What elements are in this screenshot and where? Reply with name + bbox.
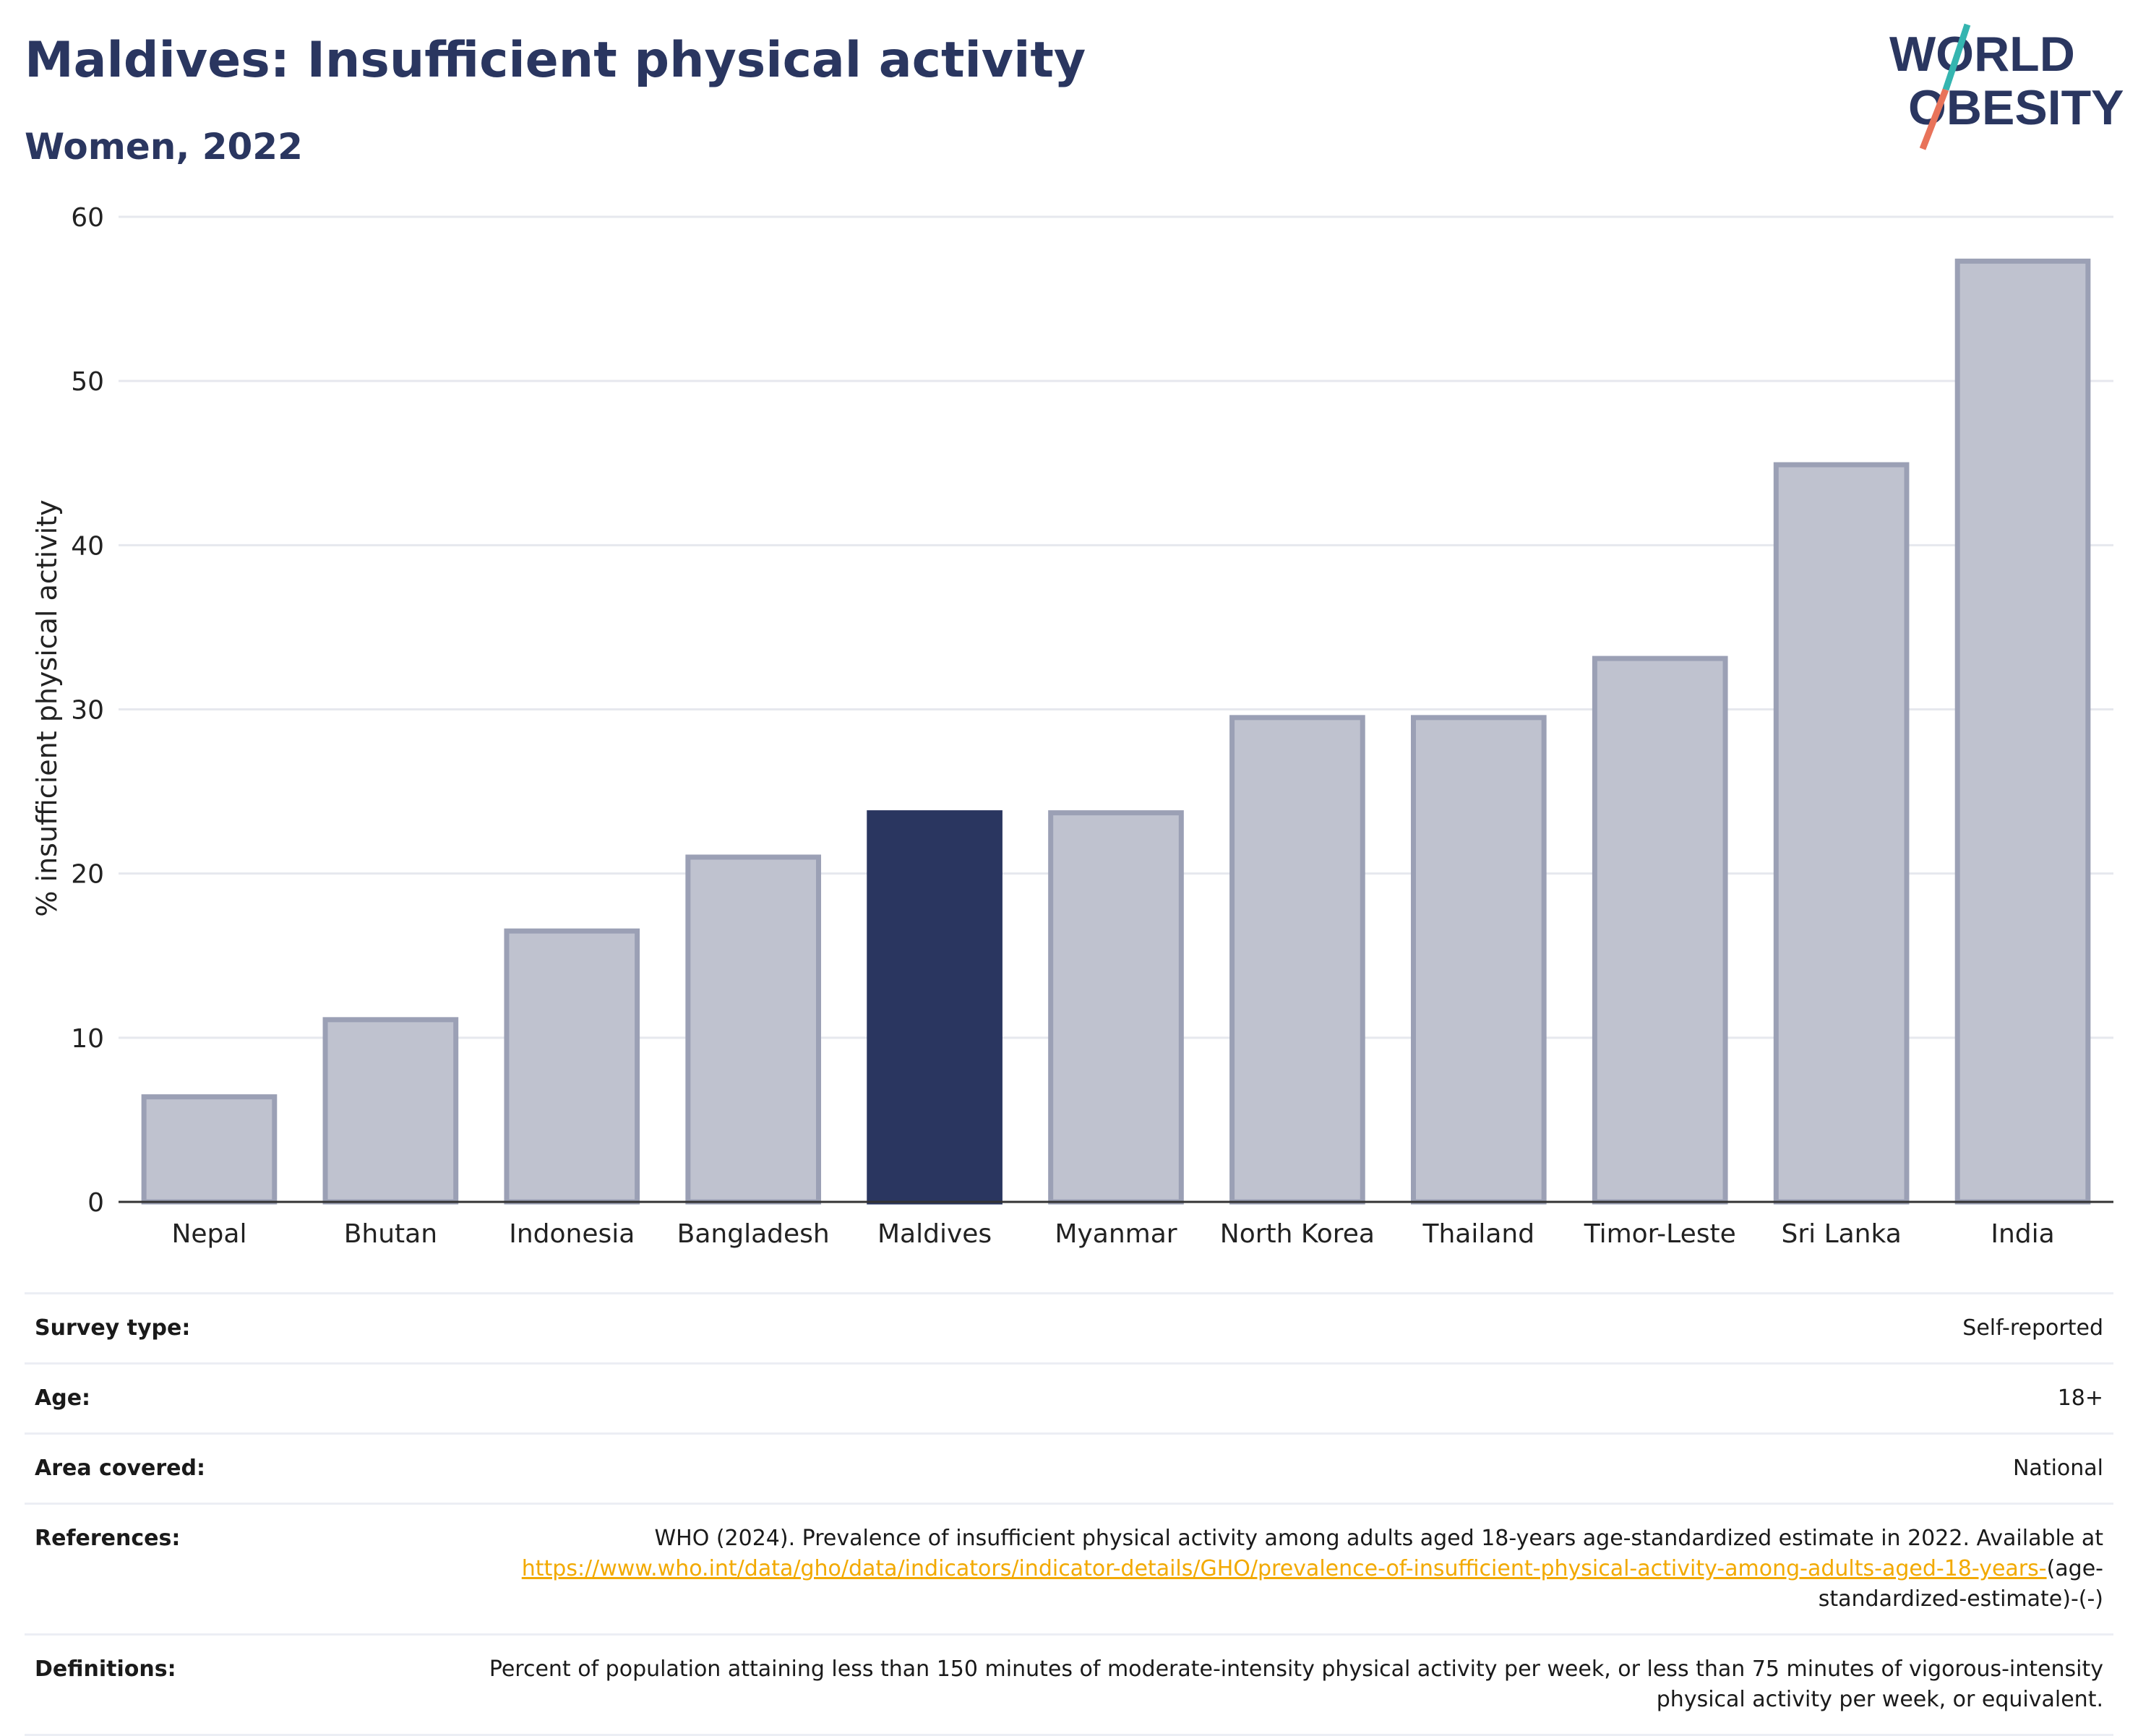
bar-maldives xyxy=(867,810,1003,1205)
bar-thailand xyxy=(1410,715,1547,1205)
x-tick-label: Indonesia xyxy=(509,1219,635,1249)
y-tick-labels: 0 10 20 30 40 50 60 xyxy=(71,203,104,1218)
logo-slash-orange xyxy=(1919,88,1949,150)
info-table: Survey type: Self-reported Age: 18+ Area… xyxy=(25,1292,2113,1736)
bar-myanmar xyxy=(1048,810,1184,1205)
definitions-label: Definitions: xyxy=(25,1633,450,1736)
survey-type-value: Self-reported xyxy=(450,1292,2113,1364)
area-value: National xyxy=(450,1432,2113,1504)
y-axis-label: % insufficient physical activity xyxy=(31,499,63,916)
bar-india xyxy=(1954,258,2091,1205)
area-label: Area covered: xyxy=(25,1432,450,1504)
info-row-references: References: WHO (2024). Prevalence of in… xyxy=(25,1503,2113,1635)
x-tick-labels: Nepal Bhutan Indonesia Bangladesh Maldives My… xyxy=(171,1219,2054,1249)
x-tick-label: Nepal xyxy=(171,1219,246,1249)
age-value: 18+ xyxy=(450,1362,2113,1434)
references-link-suffix: (age-standardized-estimate)-(-) xyxy=(1818,1556,2103,1612)
y-tick-label: 20 xyxy=(71,860,104,890)
y-tick-label: 30 xyxy=(71,696,104,726)
y-tick-label: 0 xyxy=(87,1188,104,1218)
x-tick-label: Maldives xyxy=(877,1219,992,1249)
y-tick-label: 60 xyxy=(71,203,104,233)
bar-indonesia xyxy=(504,928,640,1205)
bar-sri-lanka xyxy=(1773,462,1910,1205)
references-label: References: xyxy=(25,1503,450,1635)
definitions-value: Percent of population attaining less tha… xyxy=(450,1633,2113,1736)
bar-bhutan xyxy=(322,1017,459,1205)
logo-slash-teal xyxy=(1942,23,1971,91)
survey-type-label: Survey type: xyxy=(25,1292,450,1364)
references-text: WHO (2024). Prevalence of insufficient p… xyxy=(654,1526,2103,1551)
x-tick-label: Bhutan xyxy=(344,1219,437,1249)
y-tick-label: 40 xyxy=(71,531,104,561)
bar-bangladesh xyxy=(685,854,822,1205)
references-link[interactable]: https://www.who.int/data/gho/data/indica… xyxy=(521,1556,2047,1581)
age-label: Age: xyxy=(25,1362,450,1434)
x-tick-label: Sri Lanka xyxy=(1781,1219,1901,1249)
bars xyxy=(141,258,2091,1205)
x-tick-label: North Korea xyxy=(1220,1219,1375,1249)
info-row-age: Age: 18+ xyxy=(25,1362,2113,1434)
info-row-definitions: Definitions: Percent of population attai… xyxy=(25,1633,2113,1736)
chart-subtitle: Women, 2022 xyxy=(25,126,303,168)
bar-chart: 0 10 20 30 40 50 60 Nepal Bhutan Indonesia Bangla… xyxy=(31,203,2113,1249)
bar-nepal xyxy=(141,1094,278,1205)
references-value: WHO (2024). Prevalence of insufficient p… xyxy=(450,1503,2113,1635)
y-tick-label: 50 xyxy=(71,367,104,397)
x-tick-label: Timor-Leste xyxy=(1584,1219,1736,1249)
x-tick-label: Bangladesh xyxy=(677,1219,830,1249)
x-tick-label: India xyxy=(1991,1219,2054,1249)
x-tick-label: Thailand xyxy=(1422,1219,1535,1249)
info-row-survey-type: Survey type: Self-reported xyxy=(25,1292,2113,1364)
chart-title: Maldives: Insufficient physical activity xyxy=(25,32,1086,89)
info-row-area: Area covered: National xyxy=(25,1432,2113,1504)
bar-timor-leste xyxy=(1592,656,1728,1205)
bar-north-korea xyxy=(1229,715,1365,1205)
world-obesity-logo: WORLD OBESITY xyxy=(1889,23,2124,150)
y-tick-label: 10 xyxy=(71,1024,104,1054)
x-tick-label: Myanmar xyxy=(1055,1219,1177,1249)
logo-line1: WORLD xyxy=(1889,27,2075,82)
